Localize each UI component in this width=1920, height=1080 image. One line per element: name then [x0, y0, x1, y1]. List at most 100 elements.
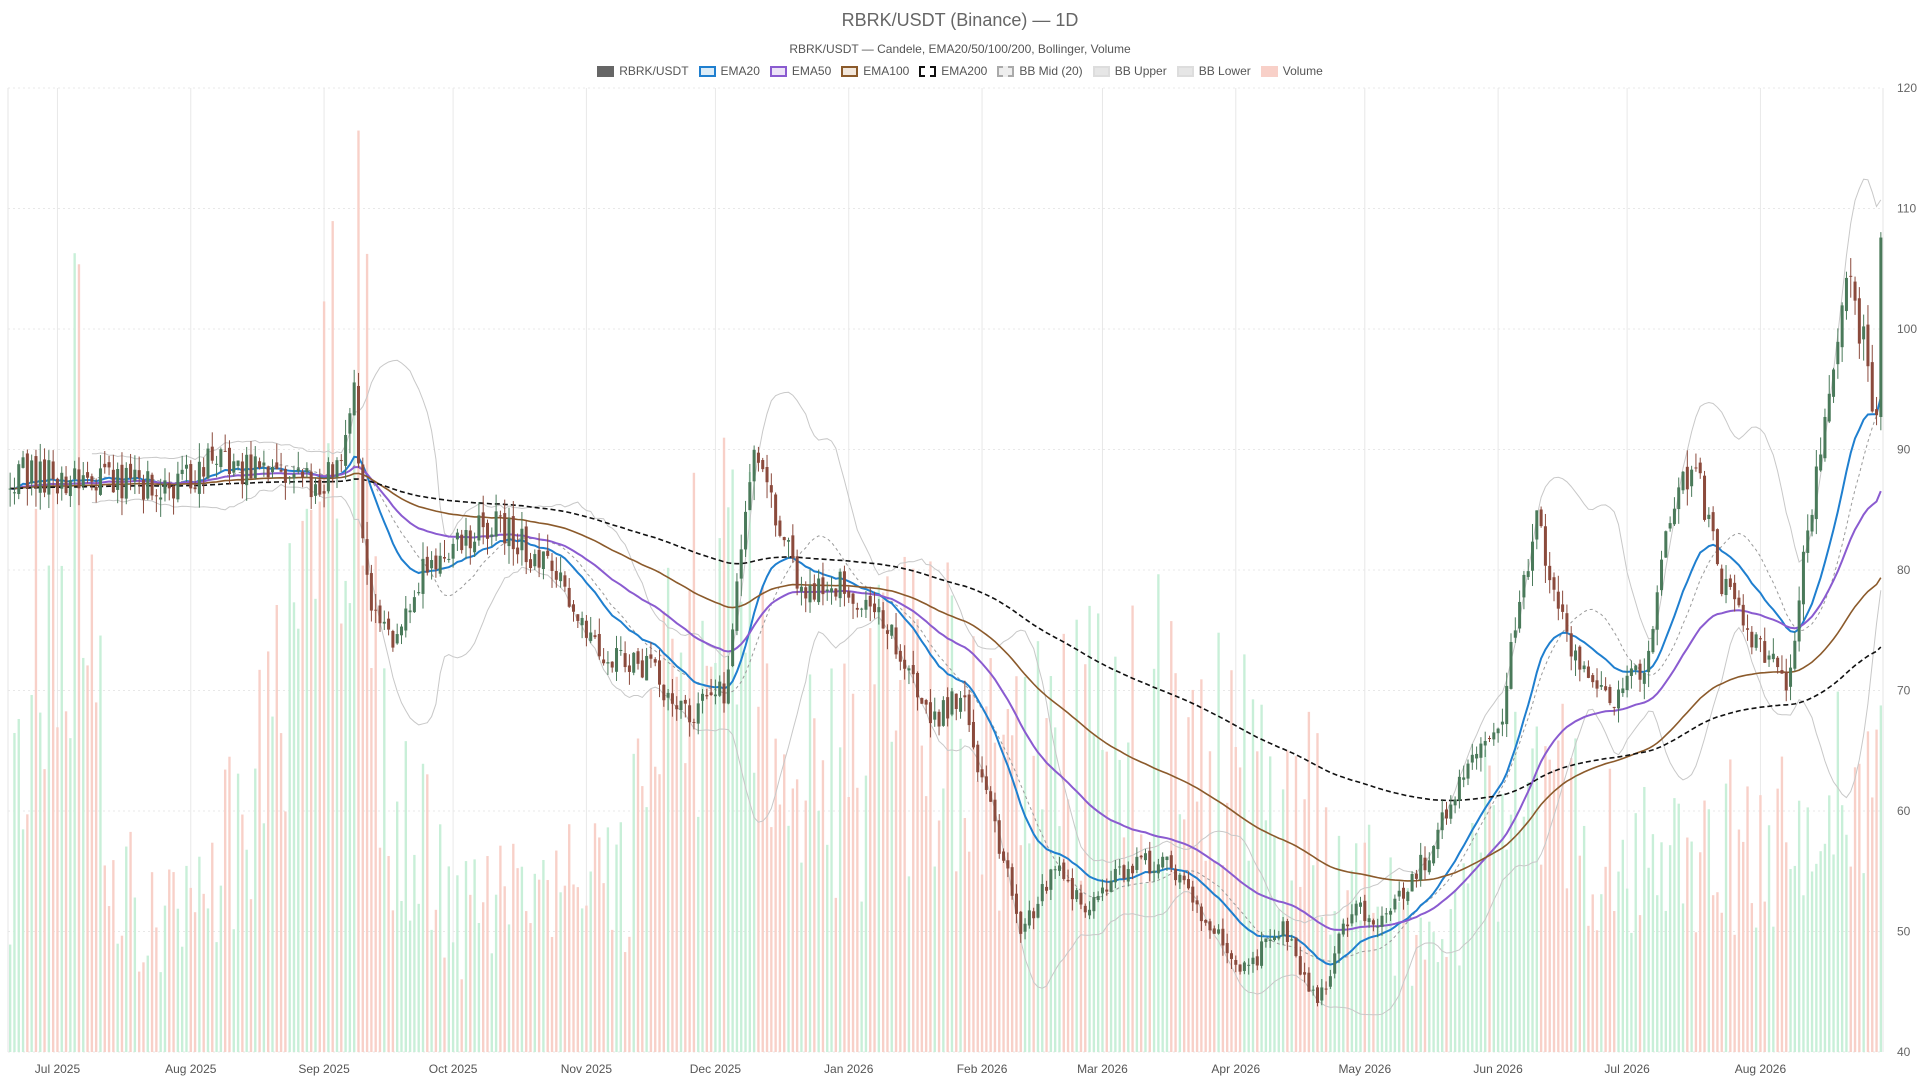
volume-bar — [886, 576, 889, 1052]
volume-bar — [1492, 805, 1495, 1052]
candle-body — [1539, 509, 1543, 527]
volume-bar — [623, 952, 627, 1052]
legend-item[interactable]: Volume — [1260, 64, 1323, 78]
volume-bar — [1763, 901, 1766, 1052]
volume-bar — [993, 742, 997, 1052]
volume-bar — [709, 666, 713, 1052]
legend-item[interactable]: EMA50 — [769, 64, 831, 78]
volume-bar — [740, 601, 743, 1052]
candle-body — [94, 486, 98, 491]
candle-body — [1870, 362, 1874, 412]
candle-body — [1758, 638, 1762, 640]
volume-bar — [1049, 676, 1053, 1052]
volume-bar — [1505, 849, 1508, 1052]
volume-bar — [1716, 892, 1719, 1052]
volume-bar — [292, 602, 296, 1052]
candle-body — [202, 467, 206, 477]
volume-bar — [1088, 605, 1091, 1052]
volume-bar — [826, 844, 829, 1052]
volume-bar — [748, 472, 752, 1053]
candle-body — [1655, 592, 1659, 630]
candle-body — [1724, 578, 1728, 596]
candle-body — [275, 462, 279, 469]
candle-body — [1488, 737, 1492, 740]
volume-bar — [451, 942, 455, 1052]
volume-bar — [1355, 843, 1358, 1052]
volume-bar — [1006, 708, 1010, 1052]
volume-bar — [1161, 868, 1164, 1052]
candle-body — [520, 528, 524, 551]
legend-item[interactable]: EMA20 — [698, 64, 760, 78]
volume-bar — [654, 766, 657, 1052]
volume-bar — [1234, 746, 1237, 1052]
candle-body — [842, 571, 846, 594]
candle-body — [950, 691, 954, 715]
volume-bar — [1604, 866, 1607, 1052]
candle-body — [1608, 686, 1612, 704]
candle-body — [1492, 732, 1496, 740]
candle-body — [1358, 902, 1362, 907]
volume-bar — [17, 718, 20, 1052]
volume-bar — [563, 885, 567, 1052]
candle-body — [64, 476, 68, 494]
volume-bar — [1441, 939, 1444, 1052]
volume-bar — [628, 936, 631, 1052]
candle-body — [498, 515, 502, 517]
candle-body — [1612, 706, 1616, 708]
candle-body — [17, 464, 21, 495]
volume-bar — [1677, 803, 1680, 1052]
candle-body — [279, 469, 283, 472]
candle-body — [550, 560, 554, 571]
volume-bar — [258, 669, 261, 1052]
legend-item[interactable]: EMA200 — [919, 64, 987, 78]
y-tick-label: 120 — [1897, 81, 1917, 95]
volume-bar — [1862, 873, 1865, 1052]
volume-bar — [1660, 842, 1663, 1052]
candle-body — [1556, 591, 1560, 609]
volume-bar — [1759, 795, 1762, 1052]
candle-body — [817, 578, 821, 603]
x-tick-label: Apr 2026 — [1211, 1062, 1260, 1076]
volume-bar — [847, 797, 850, 1052]
volume-bar — [241, 814, 244, 1052]
volume-bar — [881, 592, 885, 1052]
volume-bar — [1836, 691, 1840, 1052]
candle-body — [1814, 466, 1818, 520]
candle-body — [1268, 939, 1272, 941]
volume-bar — [1200, 679, 1203, 1052]
volume-bar — [168, 869, 171, 1052]
candle-body — [1014, 893, 1018, 914]
volume-bar — [525, 911, 528, 1052]
volume-bar — [774, 738, 777, 1052]
legend-item[interactable]: BB Lower — [1176, 64, 1251, 78]
candle-body — [980, 769, 984, 778]
candle-body — [305, 468, 309, 472]
volume-bar — [107, 906, 111, 1052]
candle-body — [1397, 890, 1401, 897]
legend-item[interactable]: RBRK/USDT — [597, 64, 689, 78]
volume-bar — [1015, 676, 1018, 1052]
volume-bar — [1436, 962, 1440, 1052]
legend-item[interactable]: EMA100 — [841, 64, 909, 78]
volume-bar — [804, 800, 807, 1052]
volume-bar — [1518, 830, 1521, 1052]
legend-item[interactable]: BB Upper — [1092, 64, 1167, 78]
legend-item[interactable]: BB Mid (20) — [997, 64, 1083, 78]
candle-body — [1406, 892, 1410, 902]
volume-bar — [271, 716, 274, 1052]
candle-body — [468, 530, 472, 549]
volume-bar — [77, 264, 81, 1052]
x-tick-label: Jan 2026 — [824, 1062, 874, 1076]
candle-body — [645, 655, 649, 681]
volume-bar — [279, 733, 283, 1052]
candle-body — [606, 662, 610, 664]
volume-bar — [1028, 843, 1031, 1052]
candle-body — [189, 464, 193, 489]
candle-body — [692, 721, 696, 723]
candle-body — [1832, 369, 1836, 397]
candle-body — [731, 629, 735, 667]
candle-body — [1780, 670, 1784, 674]
candle-body — [709, 692, 713, 695]
candle-body — [1350, 914, 1354, 924]
